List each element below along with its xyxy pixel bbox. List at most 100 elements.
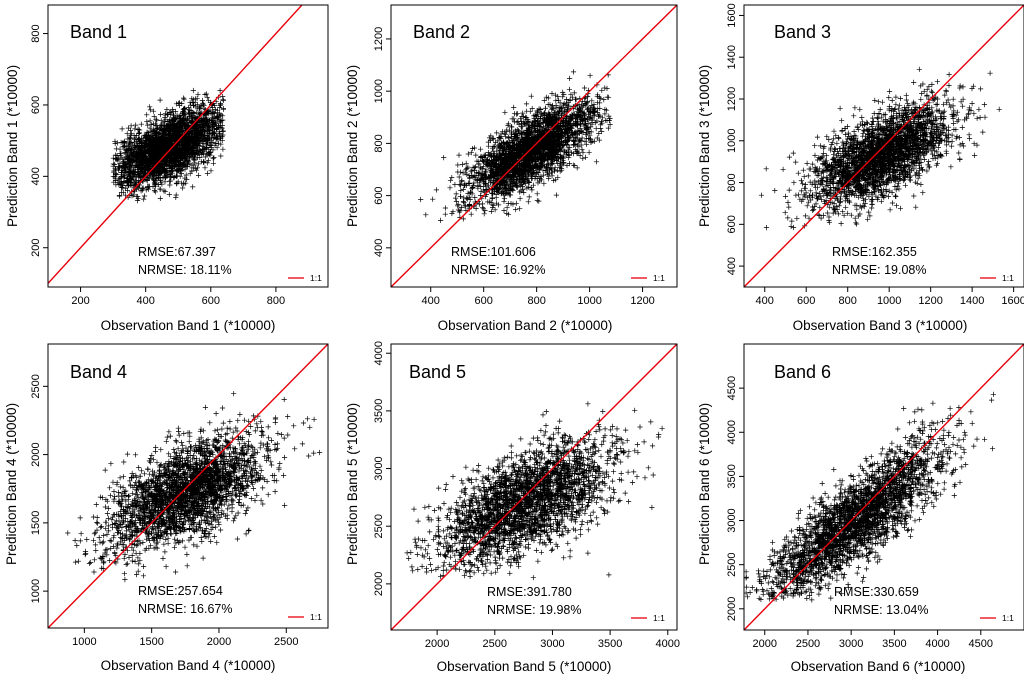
- panel-band-3: 400 600 800 1000 1200 1400 1600 400 600 800 1000 12…: [697, 3, 1024, 333]
- x-tick-label: 800: [527, 295, 545, 307]
- rmse-text: RMSE:101.606: [451, 245, 536, 259]
- y-axis-label: Prediction Band 4 (*10000): [4, 403, 19, 565]
- x-tick-label: 400: [136, 295, 154, 307]
- y-tick-label: 2500: [30, 374, 42, 398]
- plot-area: 400 600 800 1000 1200 400 600 800 1000 1200: [373, 4, 678, 307]
- x-axis-label: Observation Band 3 (*10000): [793, 318, 968, 333]
- plot-frame: [743, 343, 1024, 631]
- y-tick-label: 2500: [373, 514, 385, 538]
- scatter-marks: [418, 69, 613, 223]
- identity-line: [744, 5, 1024, 287]
- x-tick-label: 1600: [1001, 295, 1024, 307]
- x-tick-label: 200: [71, 295, 89, 307]
- x-axis-label: Observation Band 5 (*10000): [437, 659, 612, 674]
- y-tick-label: 800: [373, 134, 385, 152]
- x-tick-label: 2500: [483, 638, 507, 650]
- x-tick-label: 800: [839, 295, 857, 307]
- x-axis-label: Observation Band 6 (*10000): [791, 659, 966, 674]
- plot-frame: [47, 343, 329, 629]
- x-tick-label: 400: [422, 295, 440, 307]
- rmse-text: RMSE:162.355: [832, 245, 917, 259]
- scatter-points: [65, 391, 323, 583]
- scatter-marks: [110, 87, 226, 204]
- y-tick-label: 2000: [30, 442, 42, 466]
- y-tick-label: 3000: [726, 508, 738, 532]
- plot-frame: [390, 343, 678, 631]
- y-tick-label: 400: [726, 257, 738, 275]
- identity-line: [391, 344, 677, 630]
- x-tick-label: 1400: [960, 295, 984, 307]
- x-tick-label: 2000: [752, 638, 776, 650]
- panel-band-5: 2000 2500 3000 3500 4000 2000 2500 3000 3500 4000…: [345, 341, 680, 674]
- x-tick-label: 1500: [139, 636, 163, 648]
- x-axis-label: Observation Band 4 (*10000): [101, 658, 276, 673]
- x-tick-label: 800: [267, 295, 285, 307]
- legend-label: 1:1: [1002, 613, 1014, 623]
- nrmse-text: NRMSE: 16.92%: [451, 263, 545, 277]
- identity-line: [744, 344, 1024, 630]
- plot-frame: [47, 4, 329, 288]
- nrmse-text: NRMSE: 18.11%: [138, 263, 232, 277]
- plot-frame: [743, 4, 1024, 288]
- y-tick-label: 2000: [373, 572, 385, 596]
- x-tick-label: 3500: [882, 638, 906, 650]
- identity-line: [48, 5, 303, 284]
- legend-label: 1:1: [653, 273, 665, 283]
- y-axis-label: Prediction Band 1 (*10000): [5, 65, 20, 227]
- nrmse-text: NRMSE: 13.04%: [834, 603, 928, 617]
- x-tick-label: 2500: [274, 636, 298, 648]
- plot-area: 200 400 600 800 200 400 600 800: [30, 4, 329, 307]
- plot-area: 2000 2500 3000 3500 4000 2000 2500 3000 3500 4000: [373, 341, 680, 650]
- nrmse-text: NRMSE: 16.67%: [138, 602, 232, 616]
- nrmse-text: NRMSE: 19.08%: [832, 263, 926, 277]
- y-tick-label: 4000: [726, 420, 738, 444]
- x-tick-label: 400: [756, 295, 774, 307]
- scatter-points: [418, 69, 613, 223]
- y-axis-label: Prediction Band 3 (*10000): [697, 65, 712, 227]
- x-tick-label: 3500: [598, 638, 622, 650]
- x-tick-label: 600: [202, 295, 220, 307]
- plot-frame: [390, 4, 678, 288]
- x-tick-label: 2000: [207, 636, 231, 648]
- plot-area: 400 600 800 1000 1200 1400 1600 400 600 800 1000 12…: [726, 3, 1024, 307]
- scatter-marks: [758, 66, 1002, 231]
- x-tick-label: 1000: [577, 295, 601, 307]
- x-tick-label: 1200: [630, 295, 654, 307]
- scatter-points: [758, 66, 1002, 231]
- y-tick-label: 3500: [726, 464, 738, 488]
- y-tick-label: 1200: [373, 27, 385, 51]
- nrmse-text: NRMSE: 19.98%: [487, 603, 581, 617]
- y-tick-label: 400: [373, 239, 385, 257]
- panel-title: Band 5: [409, 362, 466, 382]
- plot-area: 2000 2500 3000 3500 4000 4500 2000 2500 3000 3500…: [726, 343, 1024, 650]
- y-axis-label: Prediction Band 2 (*10000): [345, 65, 360, 227]
- legend-label: 1:1: [310, 612, 322, 622]
- panel-band-2: 400 600 800 1000 1200 400 600 800 1000 1200 Band …: [345, 4, 678, 333]
- x-axis-label: Observation Band 2 (*10000): [438, 318, 613, 333]
- y-tick-label: 1000: [373, 79, 385, 103]
- identity-line: [391, 5, 677, 287]
- scatter-marks: [404, 401, 665, 581]
- x-tick-label: 2000: [425, 638, 449, 650]
- y-tick-label: 1000: [30, 579, 42, 603]
- y-tick-label: 1600: [726, 3, 738, 27]
- y-tick-label: 200: [30, 239, 42, 257]
- y-tick-label: 600: [373, 186, 385, 204]
- panel-band-6: 2000 2500 3000 3500 4000 4500 2000 2500 3000 3500…: [697, 343, 1024, 674]
- scatter-points: [404, 401, 665, 581]
- panel-band-1: 200 400 600 800 200 400 600 800 Band 1 Observat…: [5, 4, 329, 333]
- y-tick-label: 3500: [373, 399, 385, 423]
- panel-title: Band 4: [70, 362, 127, 382]
- legend-label: 1:1: [1002, 273, 1014, 283]
- x-axis-label: Observation Band 1 (*10000): [101, 318, 276, 333]
- rmse-text: RMSE:67.397: [138, 245, 216, 259]
- x-tick-label: 4000: [656, 638, 680, 650]
- scatter-points: [744, 391, 996, 603]
- y-tick-label: 600: [726, 215, 738, 233]
- y-tick-label: 4500: [726, 376, 738, 400]
- panel-title: Band 3: [774, 22, 831, 42]
- x-tick-label: 2500: [796, 638, 820, 650]
- legend-label: 1:1: [653, 613, 665, 623]
- x-tick-label: 1000: [72, 636, 96, 648]
